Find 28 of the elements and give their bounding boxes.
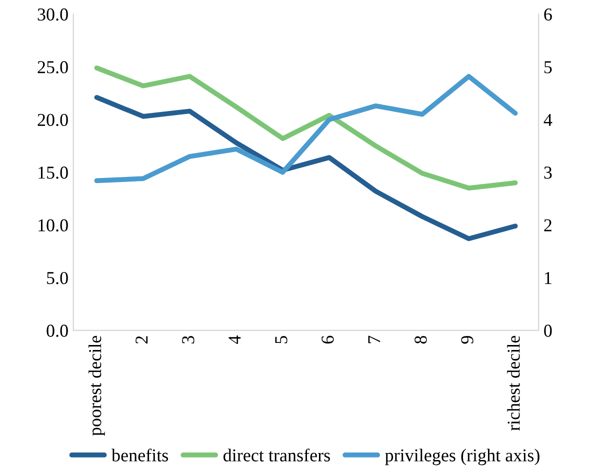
x-tick-label: 7 [368,336,380,344]
x-tick-label: 9 [461,336,474,344]
x-tick-label: 8 [414,336,427,344]
y-tick-label: 10.0 [38,219,68,232]
legend-label: benefits [112,448,168,462]
y-tick-label: 25.0 [38,61,68,74]
y-tick-label: 5.0 [47,272,68,284]
x-tick-label: 4 [228,336,241,344]
y2-tick-label: 1 [545,272,552,284]
x-tick-label: richest decile [507,336,520,431]
y2-tick-label: 2 [544,219,552,232]
y-tick-label: 30.0 [38,8,68,21]
y-tick-label: 20.0 [38,114,68,126]
legend-label: direct transfers [223,448,330,462]
x-tick-label: 5 [275,336,288,344]
y2-tick-label: 4 [544,114,552,126]
y2-tick-label: 6 [544,8,552,21]
line-series [94,95,518,242]
y-tick-label: 0.0 [46,324,68,337]
y2-tick-label: 5 [544,61,552,74]
x-tick-label: 3 [182,336,194,344]
x-tick-label: 2 [136,336,148,344]
y-tick-label: 15.0 [38,166,68,179]
y2-tick-label: 0 [544,324,552,337]
legend-label: privileges (right axis) [385,448,540,466]
x-tick-label: 6 [322,336,334,344]
y2-tick-label: 3 [544,166,552,179]
x-tick-label: poorest decile [88,336,105,436]
